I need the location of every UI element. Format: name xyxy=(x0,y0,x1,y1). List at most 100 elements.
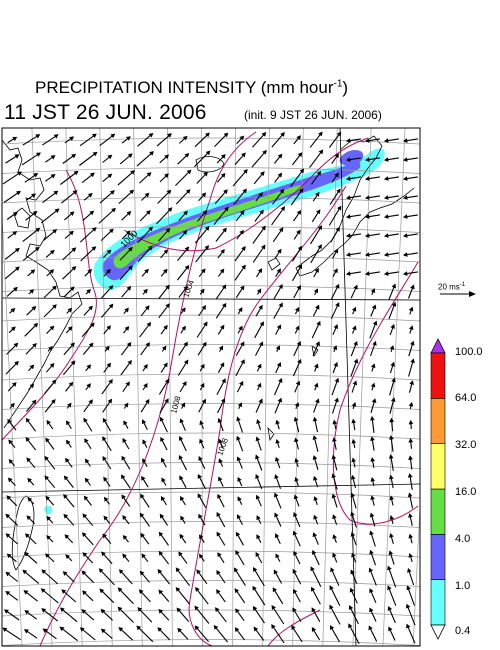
wind-arrow xyxy=(251,150,267,168)
wind-arrowhead xyxy=(61,589,67,594)
wind-arrowhead xyxy=(256,288,262,294)
wind-arrowhead xyxy=(40,588,46,593)
wind-arrowhead xyxy=(179,475,184,481)
wind-arrowhead xyxy=(14,266,20,272)
wind-arrowhead xyxy=(164,398,169,404)
wind-arrowhead xyxy=(102,436,107,442)
wind-arrow xyxy=(213,625,229,643)
wind-arrowhead xyxy=(407,473,413,478)
wind-arrowhead xyxy=(345,176,351,181)
wind-arrowhead xyxy=(130,170,135,175)
wind-arrowhead xyxy=(217,552,222,558)
wind-arrowhead xyxy=(159,416,165,422)
wind-arrowhead xyxy=(180,515,185,521)
wind-arrowhead xyxy=(22,569,28,575)
wind-arrowhead xyxy=(5,533,11,538)
wind-arrowhead xyxy=(389,514,395,520)
wind-arrowhead xyxy=(125,381,130,387)
wind-arrow xyxy=(310,225,322,245)
wind-arrowhead xyxy=(312,435,318,440)
wind-arrowhead xyxy=(333,268,338,274)
wind-arrowhead xyxy=(51,285,57,291)
wind-arrowhead xyxy=(7,418,12,424)
parallel-line xyxy=(2,167,420,174)
wind-arrow xyxy=(118,189,134,205)
wind-arrowhead xyxy=(183,341,188,347)
wind-arrowhead xyxy=(370,476,376,482)
wind-arrowhead xyxy=(163,249,169,255)
wind-arrowhead xyxy=(147,245,153,251)
wind-arrowhead xyxy=(402,176,408,181)
wind-arrow xyxy=(213,207,229,225)
wind-arrowhead xyxy=(123,402,129,408)
wind-arrowhead xyxy=(62,571,68,576)
wind-arrowhead xyxy=(313,496,318,501)
wind-arrowhead xyxy=(24,551,30,557)
wind-arrowhead xyxy=(318,131,323,137)
wind-arrowhead xyxy=(297,264,303,270)
colorbar-segment xyxy=(430,488,446,535)
wind-arrowhead xyxy=(258,192,263,198)
wind-arrowhead xyxy=(163,324,168,330)
wind-arrowhead xyxy=(262,149,267,155)
wind-arrowhead xyxy=(5,513,11,519)
wind-arrowhead xyxy=(157,568,163,574)
parallel-line xyxy=(2,550,420,558)
wind-arrowhead xyxy=(353,358,359,364)
meridian-line xyxy=(352,128,372,646)
wind-arrowhead xyxy=(199,420,204,426)
wind-arrowhead xyxy=(82,552,88,557)
wind-arrowhead xyxy=(236,456,242,462)
wind-arrowhead xyxy=(70,342,75,348)
wind-arrowhead xyxy=(334,397,339,403)
wind-arrowhead xyxy=(220,248,225,254)
wind-arrowhead xyxy=(185,189,191,194)
parallel-line xyxy=(2,285,420,292)
colorbar-segment xyxy=(430,398,446,444)
wind-arrowhead xyxy=(100,608,106,614)
wind-arrowhead xyxy=(161,457,166,463)
wind-arrowhead xyxy=(237,402,243,408)
wind-arrowhead xyxy=(408,438,414,443)
wind-arrowhead xyxy=(295,380,301,386)
wind-arrowhead xyxy=(221,284,227,290)
isobar-label: 1008 xyxy=(215,436,230,456)
wind-arrowhead xyxy=(351,457,357,463)
wind-arrowhead xyxy=(316,209,321,215)
colorbar xyxy=(430,338,446,640)
reference-vector-arrow-icon xyxy=(440,291,476,297)
wind-arrow xyxy=(232,169,248,187)
wind-arrow xyxy=(310,567,322,587)
wind-arrow xyxy=(329,605,341,625)
wind-arrow xyxy=(330,568,340,586)
meridian-line xyxy=(262,128,270,646)
wind-arrowhead xyxy=(106,325,111,331)
wind-arrowhead xyxy=(30,269,36,274)
wind-arrowhead xyxy=(332,552,337,558)
wind-arrowhead xyxy=(41,569,47,574)
wind-arrowhead xyxy=(383,138,389,143)
wind-arrowhead xyxy=(352,325,357,331)
wind-arrowhead xyxy=(68,381,74,387)
wind-arrowhead xyxy=(126,286,132,291)
parallel-line xyxy=(2,226,420,233)
wind-arrowhead xyxy=(387,565,392,571)
wind-arrow xyxy=(195,245,209,263)
wind-arrowhead xyxy=(183,285,188,291)
wind-arrowhead xyxy=(261,244,266,250)
wind-arrowhead xyxy=(255,474,260,479)
wind-arrow xyxy=(22,227,40,243)
parallel-line xyxy=(2,255,420,263)
wind-arrowhead xyxy=(42,628,48,633)
wind-arrow xyxy=(310,244,322,264)
wind-arrowhead xyxy=(182,135,188,141)
wind-arrowhead xyxy=(204,226,210,231)
wind-arrowhead xyxy=(59,607,65,613)
wind-arrowhead xyxy=(370,436,375,441)
wind-arrow xyxy=(291,625,303,643)
wind-arrowhead xyxy=(353,340,358,346)
wind-arrowhead xyxy=(277,153,283,159)
parallel-line xyxy=(2,403,420,410)
wind-arrowhead xyxy=(332,419,338,425)
wind-arrowhead xyxy=(100,628,106,634)
